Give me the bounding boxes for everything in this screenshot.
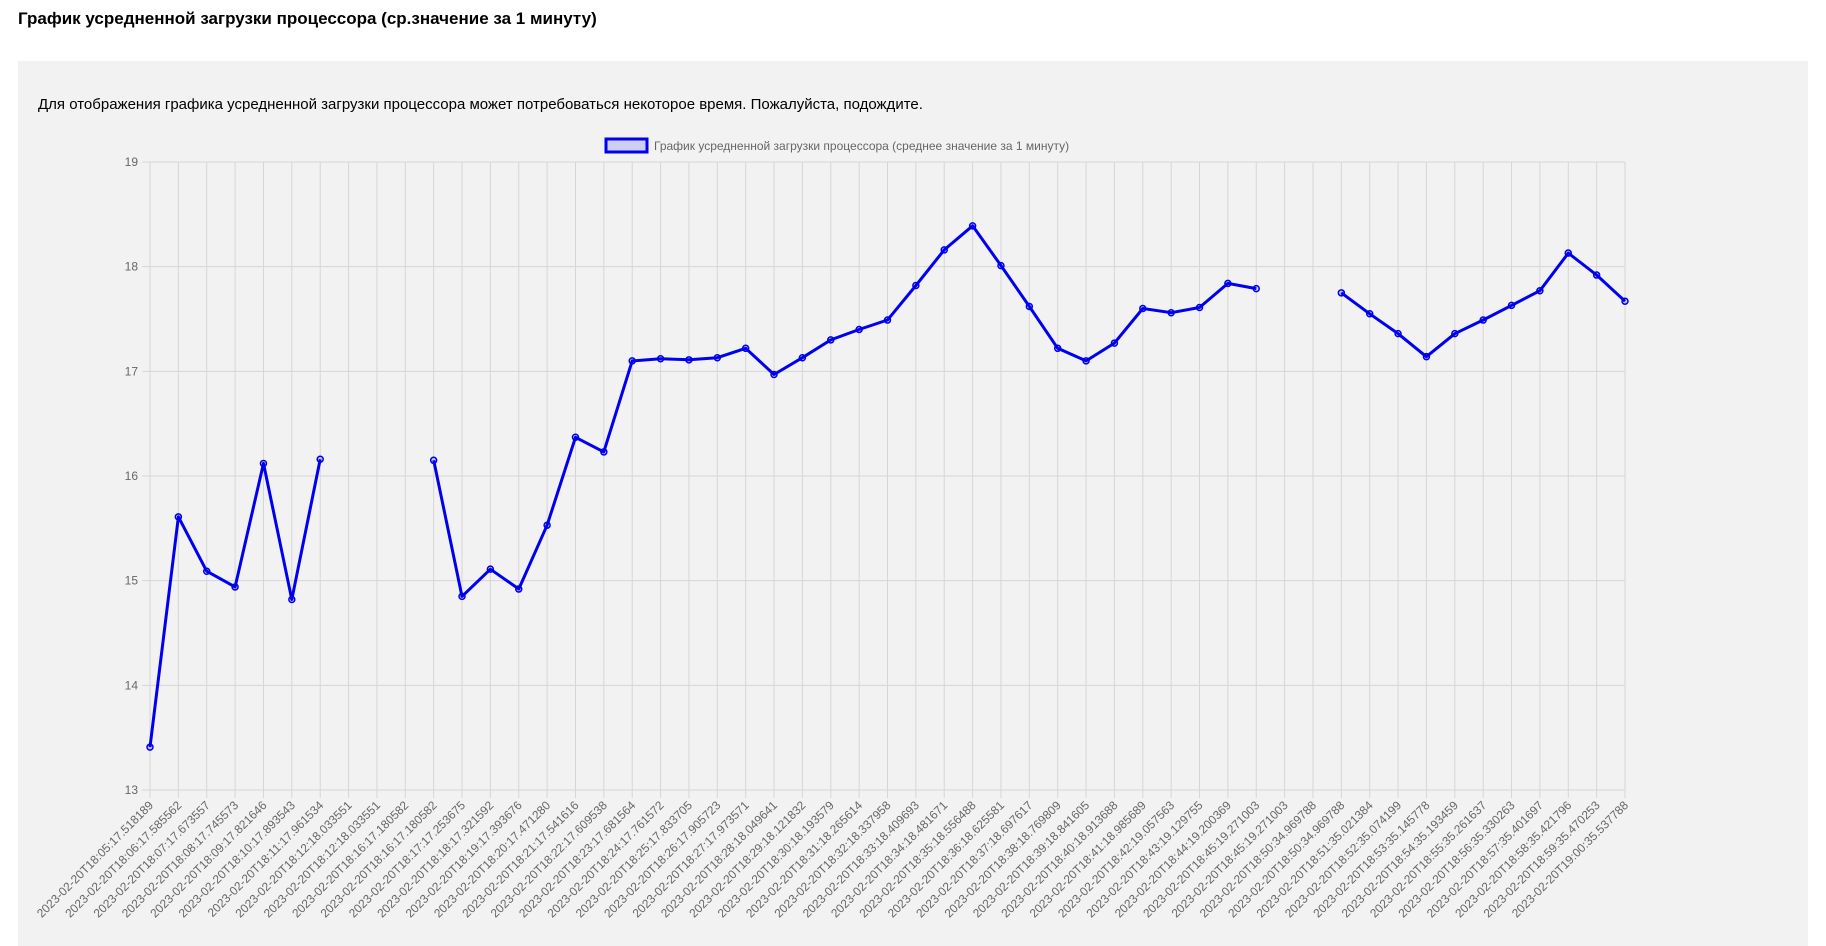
data-point (543, 521, 551, 529)
data-point (912, 281, 920, 290)
data-point (1224, 279, 1232, 288)
data-point (600, 448, 608, 456)
data-point (1451, 329, 1459, 338)
data-point (1621, 297, 1629, 305)
data-point (713, 353, 722, 362)
axes: 131415161718192023-02-20T18:05:17.518189… (34, 155, 1631, 920)
series-layer (146, 222, 1629, 751)
y-tick-label: 16 (125, 469, 139, 483)
data-point (202, 567, 211, 575)
data-point (259, 459, 268, 468)
data-point (656, 355, 665, 363)
data-point (1025, 302, 1034, 311)
legend-label: График усредненной загрузки процессора (… (654, 139, 1069, 153)
data-point (1536, 286, 1544, 295)
data-point (1167, 308, 1175, 317)
data-point (1110, 339, 1119, 347)
series-line (148, 459, 322, 748)
series-line (1340, 251, 1627, 359)
data-point (1479, 316, 1487, 324)
data-point (1422, 352, 1431, 361)
grid (142, 161, 1626, 798)
data-point (316, 455, 324, 464)
y-tick-label: 19 (125, 155, 139, 169)
series-line (432, 224, 1257, 598)
data-point (855, 325, 863, 334)
y-tick-label: 14 (125, 678, 139, 692)
data-point (827, 336, 835, 344)
data-point (146, 743, 154, 751)
y-tick-label: 18 (125, 260, 139, 274)
data-point (515, 585, 523, 593)
data-point (883, 316, 892, 324)
data-point (741, 344, 750, 353)
data-point (685, 356, 693, 364)
chart-panel: Для отображения графика усредненной загр… (18, 61, 1808, 946)
data-point (458, 592, 466, 601)
y-tick-label: 13 (125, 783, 139, 797)
loading-notice: Для отображения графика усредненной загр… (38, 96, 923, 113)
data-point (1195, 303, 1204, 312)
data-point (1082, 357, 1090, 365)
data-point (486, 565, 495, 573)
data-point (997, 261, 1005, 270)
data-point (429, 456, 438, 465)
data-point (770, 370, 778, 379)
y-tick-label: 17 (125, 364, 139, 378)
data-point (798, 353, 807, 362)
y-tick-label: 15 (125, 574, 139, 588)
page-title: График усредненной загрузки процессора (… (18, 9, 597, 28)
data-point (1139, 304, 1147, 313)
legend: График усредненной загрузки процессора (… (604, 137, 1069, 154)
data-point (1507, 301, 1516, 310)
data-point (231, 583, 239, 591)
data-point (1564, 249, 1573, 257)
data-point (571, 433, 580, 442)
data-point (1365, 310, 1374, 318)
data-point (1394, 329, 1402, 338)
data-point (940, 246, 948, 254)
data-point (1252, 284, 1260, 293)
data-point (1592, 271, 1601, 279)
data-point (968, 222, 977, 230)
data-point (288, 595, 296, 604)
data-point (174, 513, 183, 521)
data-point (1337, 289, 1346, 297)
data-point (628, 357, 636, 365)
legend-swatch (604, 137, 649, 154)
data-point (1053, 344, 1062, 353)
